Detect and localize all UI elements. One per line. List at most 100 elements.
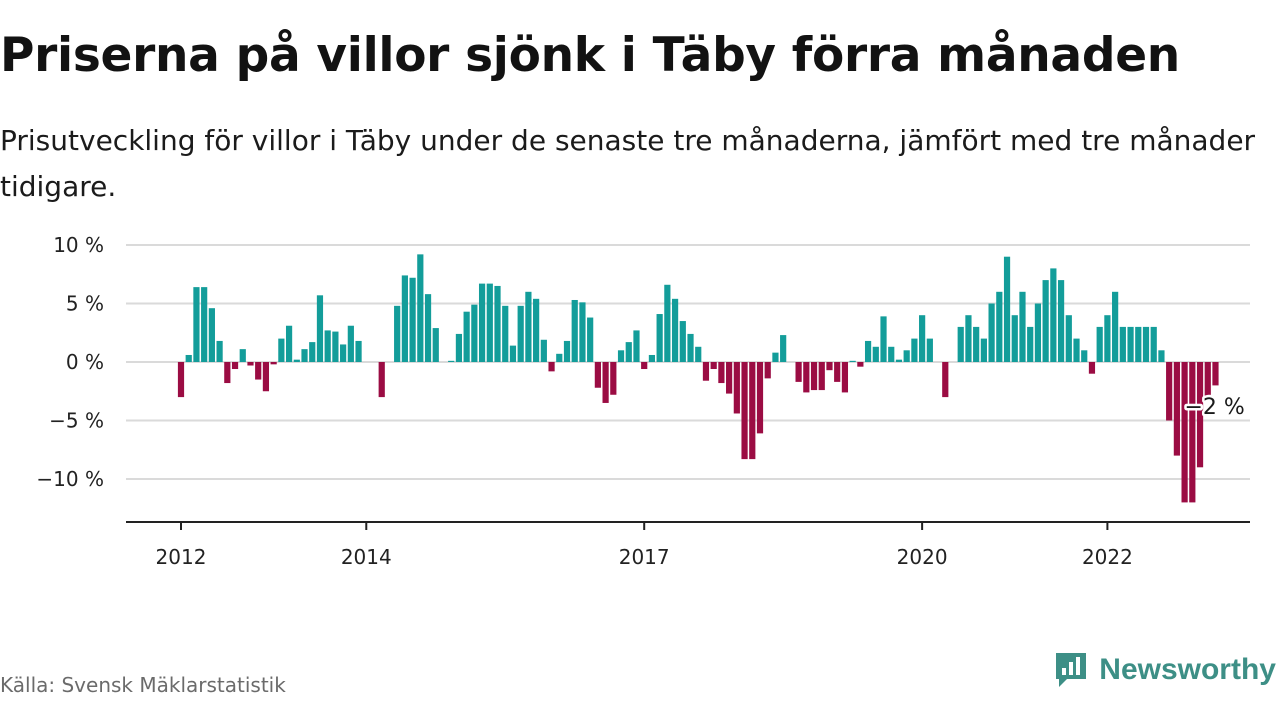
bar-2020-01 [919,315,926,362]
bar-2021-11 [1088,362,1096,374]
bar-2016-12 [633,330,640,362]
bar-2020-11 [996,291,1003,362]
bar-2019-12 [911,338,918,362]
bar-2018-07 [780,335,787,362]
bar-2015-01 [455,333,463,362]
bar-2012-12 [262,362,270,392]
bar-2013-04 [293,359,300,362]
bar-2014-06 [401,275,408,362]
bar-2021-04 [1034,303,1042,362]
y-tick-label: 0 % [66,350,104,374]
bar-2012-11 [255,362,262,380]
bar-2013-06 [309,342,316,362]
x-tick-label: 2014 [341,545,392,569]
x-tick-label: 2012 [156,545,207,569]
bar-2016-03 [563,340,571,362]
bar-2013-08 [324,330,331,362]
brand-name: Newsworthy [1099,653,1276,686]
bar-2016-11 [625,342,632,362]
bar-2019-06 [864,340,872,362]
bar-2013-12 [355,340,362,362]
labels: 10 % 5 % 0 % −5 % −10 % 2012 2014 2017 2020 2022 −… [36,233,1247,569]
bar-2013-11 [347,325,354,362]
x-tick-label: 2022 [1082,545,1133,569]
bar-2017-08 [695,346,702,362]
chart-title: Priserna på villor sjönk i Täby förra må… [0,28,1180,83]
bar-2017-05 [671,298,679,362]
bar-2017-02 [648,354,656,362]
brand-logo: Newsworthy [1053,650,1276,690]
bar-2021-02 [1019,291,1026,362]
bar-2015-07 [502,305,509,362]
y-tick-label: 5 % [66,292,104,316]
source-note: Källa: Svensk Mäklarstatistik [0,673,286,697]
bar-2017-12 [726,362,733,394]
x-tick-label: 2017 [619,545,670,569]
bar-2013-03 [285,325,293,362]
bar-2012-04 [201,287,208,362]
bar-2015-08 [509,345,517,362]
bar-2020-12 [1003,256,1011,362]
bar-2016-09 [610,362,617,395]
bar-2017-06 [679,321,686,362]
bar-2015-03 [471,304,478,362]
bar-2021-09 [1073,338,1080,362]
bar-2015-11 [533,298,540,362]
bar-2015-12 [540,339,547,362]
bar-2022-05 [1135,326,1142,362]
bar-2023-01 [1196,362,1204,468]
bar-2016-04 [571,299,578,362]
bar-2012-06 [216,340,223,362]
bar-2019-04 [849,360,856,362]
bar-2018-04 [756,362,764,434]
bar-2016-07 [594,362,601,388]
bars [177,254,1219,503]
bar-2020-07 [965,315,972,362]
bar-2018-06 [772,352,779,362]
bar-2012-01 [177,362,185,398]
bar-2021-07 [1057,280,1065,362]
bar-2017-01 [641,362,648,370]
bar-2020-02 [926,338,933,362]
bar-2019-08 [880,316,887,362]
bar-2021-05 [1042,280,1049,362]
bar-2013-02 [278,338,285,362]
bar-2020-08 [973,326,980,362]
bar-2019-11 [903,350,910,362]
bar-2018-11 [810,362,818,391]
end-value-label: −2 % [1184,395,1244,420]
bar-2015-05 [486,283,493,362]
bar-2018-09 [795,362,802,382]
bar-2012-05 [208,308,215,362]
bar-2014-12 [448,360,455,362]
bar-2021-06 [1050,268,1057,362]
bar-2014-05 [394,305,401,362]
bar-2022-04 [1127,326,1134,362]
bar-2022-12 [1189,362,1196,503]
bar-2012-10 [247,362,254,366]
bar-2020-09 [980,338,987,362]
bar-2014-03 [378,362,385,398]
y-tick-label: −10 % [36,467,104,491]
bar-2016-01 [548,362,555,372]
bar-2014-08 [417,254,424,362]
bar-2020-06 [957,326,964,362]
bar-2013-09 [332,331,339,362]
bar-2019-01 [826,362,833,371]
bar-2012-02 [185,354,192,362]
bar-2022-10 [1173,362,1180,456]
bar-2022-02 [1112,291,1119,362]
bar-chart: 10 % 5 % 0 % −5 % −10 % 2012 2014 2017 2020 2022 −… [36,233,1250,569]
bar-2019-09 [888,346,895,362]
bar-2016-05 [579,302,586,362]
bar-2021-01 [1011,315,1018,362]
bar-2014-09 [424,294,432,362]
bar-2012-07 [224,362,231,384]
bar-2015-10 [525,291,532,362]
bar-2013-05 [301,349,308,362]
bar-2014-10 [432,328,439,362]
bar-2015-09 [517,305,524,362]
bar-2015-02 [463,311,470,362]
bar-2017-04 [664,284,671,362]
chart-subtitle: Prisutveckling för villor i Täby under d… [0,124,1256,203]
